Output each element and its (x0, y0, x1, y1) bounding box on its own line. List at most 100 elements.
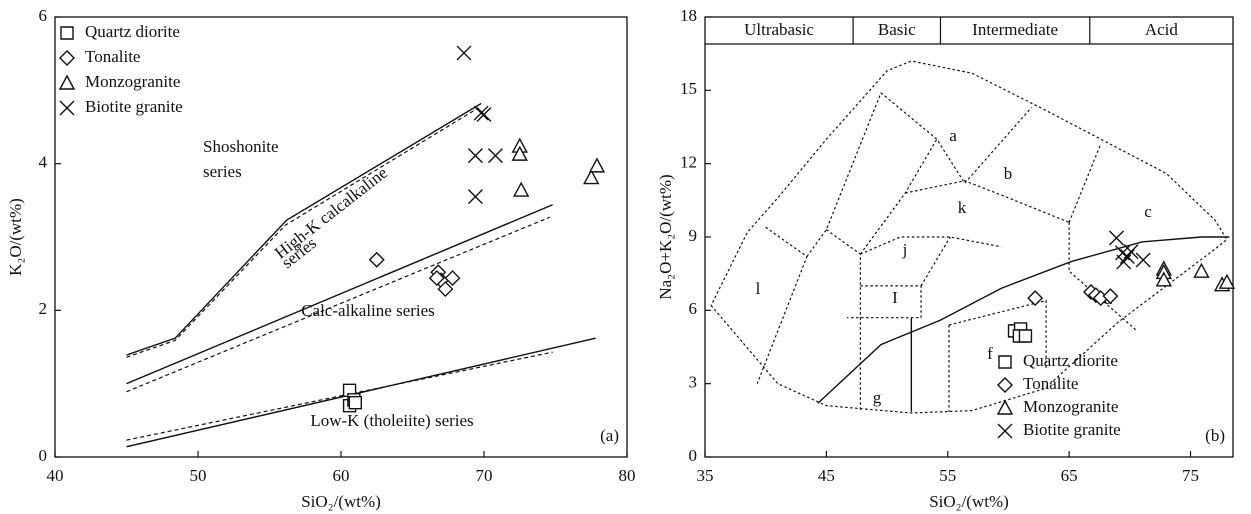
annotation: f (987, 344, 993, 363)
class-label: Basic (878, 20, 916, 39)
annotation: k (958, 198, 967, 217)
marker-x (473, 105, 489, 121)
boundary-line (817, 236, 1230, 404)
boundary-line (806, 92, 882, 257)
annotation: Low-K (tholeiite) series (310, 411, 473, 430)
marker-triangle (513, 181, 530, 197)
legend-label: Monzogranite (85, 72, 180, 91)
annotation: l (756, 279, 761, 298)
boundary-line (756, 226, 808, 384)
boundary-line (826, 229, 861, 411)
x-tick-label: 35 (697, 466, 714, 485)
y-tick-label: 0 (39, 446, 48, 465)
marker-x (456, 45, 472, 61)
legend-label: Tonalite (85, 47, 140, 66)
y-tick-label: 12 (680, 153, 697, 172)
x-tick-label: 50 (190, 466, 207, 485)
boundary-line (905, 180, 1070, 223)
marker-square (60, 26, 74, 40)
marker-x (467, 189, 483, 205)
y-axis-label: Na₂O+K₂O/(wt%) (656, 174, 675, 299)
boundary-line (126, 216, 551, 393)
annotation: g (873, 388, 882, 407)
marker-x (1135, 252, 1151, 268)
boundary-line (126, 204, 553, 385)
annotation: I (892, 288, 898, 307)
marker-triangle (1155, 271, 1172, 287)
boundary-line (126, 351, 553, 441)
x-tick-label: 80 (619, 466, 636, 485)
x-tick-label: 55 (939, 466, 956, 485)
boundary-line (948, 299, 1047, 369)
marker-triangle (1193, 262, 1210, 278)
marker-square (1018, 329, 1033, 343)
annotation: Calc-alkaline series (301, 301, 435, 320)
annotation: Shoshonite (203, 137, 279, 156)
legend-label: Monzogranite (1023, 397, 1118, 416)
annotation: series (203, 162, 242, 181)
annotation: j (902, 240, 908, 259)
marker-triangle (996, 399, 1014, 415)
marker-triangle (583, 169, 600, 185)
legend: Quartz diorite Tonalite Monzogranite Biotit… (58, 22, 183, 116)
legend-label: Biotite granite (1023, 420, 1121, 439)
panel-label: (a) (600, 426, 619, 445)
x-tick-label: 40 (47, 466, 64, 485)
annotation: b (1004, 164, 1013, 183)
marker-triangle (511, 145, 528, 161)
y-tick-label: 4 (39, 153, 48, 172)
marker-diamond (1027, 290, 1044, 307)
class-label: Intermediate (972, 20, 1058, 39)
boundary-line (859, 138, 938, 255)
x-axis-label: SiO₂/(wt%) (301, 492, 381, 511)
legend: Quartz diorite Tonalite Monzogranite Biotit… (996, 351, 1121, 439)
marker-diamond (444, 270, 461, 287)
y-axis-label: K₂O/(wt%) (6, 198, 25, 276)
boundary-line (920, 236, 951, 287)
marker-x (1116, 254, 1132, 270)
legend-label: Quartz diorite (1023, 351, 1118, 370)
marker-diamond (437, 281, 454, 298)
marker-triangle (1218, 273, 1236, 289)
marker-square (348, 396, 362, 410)
x-axis-label: SiO₂/(wt%) (929, 492, 1009, 511)
boundary-line (1068, 222, 1137, 331)
boundary-line (1068, 143, 1102, 223)
class-label: Ultrabasic (744, 20, 814, 39)
marker-x (487, 148, 503, 164)
legend-label: Biotite granite (85, 97, 183, 116)
marker-diamond (428, 270, 445, 287)
x-tick-label: 65 (1061, 466, 1078, 485)
marker-x (1123, 244, 1139, 260)
marker-diamond (997, 377, 1013, 393)
annotation: c (1144, 202, 1152, 221)
boundary-line (860, 236, 1002, 255)
marker-triangle (588, 157, 606, 173)
boundary-line (710, 60, 1228, 414)
marker-diamond (368, 251, 385, 268)
y-tick-label: 6 (39, 6, 48, 25)
boundary-line (847, 285, 922, 319)
marker-diamond (1102, 288, 1119, 305)
legend-label: Tonalite (1023, 374, 1078, 393)
x-tick-label: 75 (1182, 466, 1199, 485)
y-tick-label: 0 (689, 446, 698, 465)
legend-label: Quartz diorite (85, 22, 180, 41)
x-tick-label: 70 (476, 466, 493, 485)
boundary-line (126, 102, 482, 356)
y-tick-label: 9 (689, 226, 698, 245)
class-label: Acid (1145, 20, 1179, 39)
marker-square (998, 355, 1012, 369)
x-tick-label: 45 (818, 466, 835, 485)
marker-x (59, 100, 75, 116)
y-tick-label: 3 (689, 373, 698, 392)
boundary-line (880, 92, 1032, 185)
x-tick-label: 60 (333, 466, 350, 485)
plot-frame (704, 16, 1234, 458)
panel-label: (b) (1205, 426, 1225, 445)
y-tick-label: 6 (689, 299, 698, 318)
marker-x (997, 423, 1013, 439)
marker-triangle (58, 74, 76, 90)
